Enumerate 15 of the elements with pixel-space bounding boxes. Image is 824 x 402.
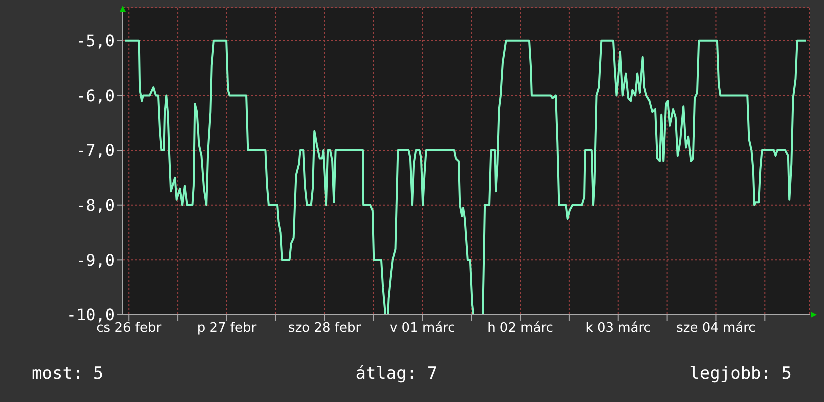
y-tick-label: -9,0 <box>76 250 115 270</box>
y-tick-label: -6,0 <box>76 86 115 106</box>
x-tick-label: szo 28 febr <box>288 321 362 336</box>
x-tick-label: h 02 márc <box>488 321 554 336</box>
y-tick-label: -5,0 <box>76 32 115 51</box>
x-tick-label: k 03 márc <box>586 321 651 336</box>
y-tick-label: -8,0 <box>76 196 115 216</box>
x-tick-label: p 27 febr <box>197 321 258 336</box>
y-tick-label: -7,0 <box>76 141 115 160</box>
x-tick-label: sze 04 márc <box>676 321 756 336</box>
text: átlag: 7 <box>356 364 438 384</box>
text: most: 5 <box>32 364 104 384</box>
y-tick-label: -10,0 <box>66 306 115 325</box>
x-tick-label: v 01 márc <box>390 321 456 336</box>
text: legjobb: 5 <box>690 364 792 384</box>
